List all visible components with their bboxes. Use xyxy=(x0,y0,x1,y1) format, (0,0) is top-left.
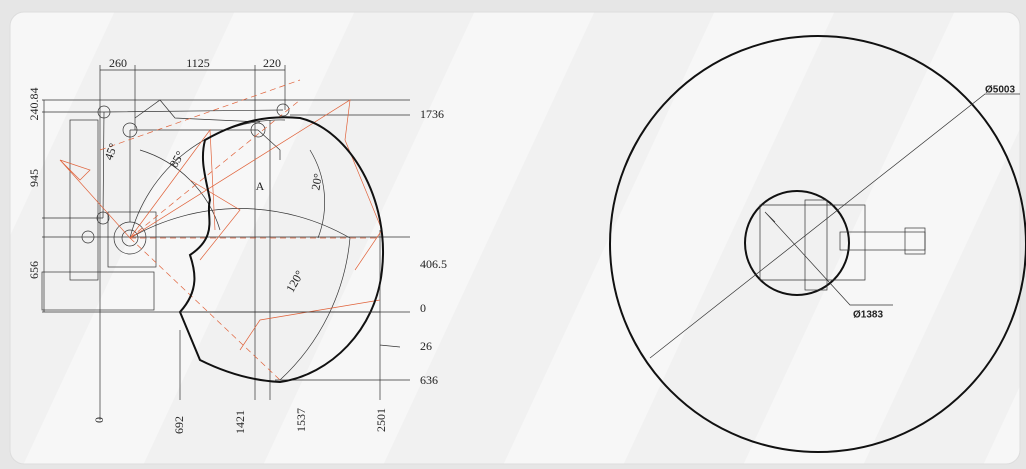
dimension-label: 220 xyxy=(263,56,281,70)
diameter-label: Ø5003 xyxy=(985,85,1015,96)
dimension-label: 260 xyxy=(109,56,127,70)
diameter-label: Ø1383 xyxy=(853,310,883,321)
dimension-label: 1125 xyxy=(186,56,210,70)
dimension-label: 0 xyxy=(92,417,106,423)
dimension-label: 692 xyxy=(172,416,186,434)
dimension-label: 1421 xyxy=(233,410,247,434)
dimension-label: 45° xyxy=(101,141,120,162)
dimension-label: A xyxy=(256,179,265,193)
dimension-label: 636 xyxy=(420,373,438,387)
dimension-label: 240.84 xyxy=(27,88,41,121)
dimension-label: 26 xyxy=(420,339,432,353)
dimension-label: 20° xyxy=(308,172,325,191)
left-drawing xyxy=(41,65,410,420)
dimension-label: 945 xyxy=(27,169,41,187)
right-drawing xyxy=(609,35,1026,453)
dimension-label: 1537 xyxy=(294,408,308,432)
dimension-label: 406.5 xyxy=(420,257,447,271)
dimension-label: 0 xyxy=(420,301,426,315)
dimension-label: 1736 xyxy=(420,107,444,121)
dimension-label: 656 xyxy=(27,261,41,279)
dimension-label: 2501 xyxy=(374,408,388,432)
